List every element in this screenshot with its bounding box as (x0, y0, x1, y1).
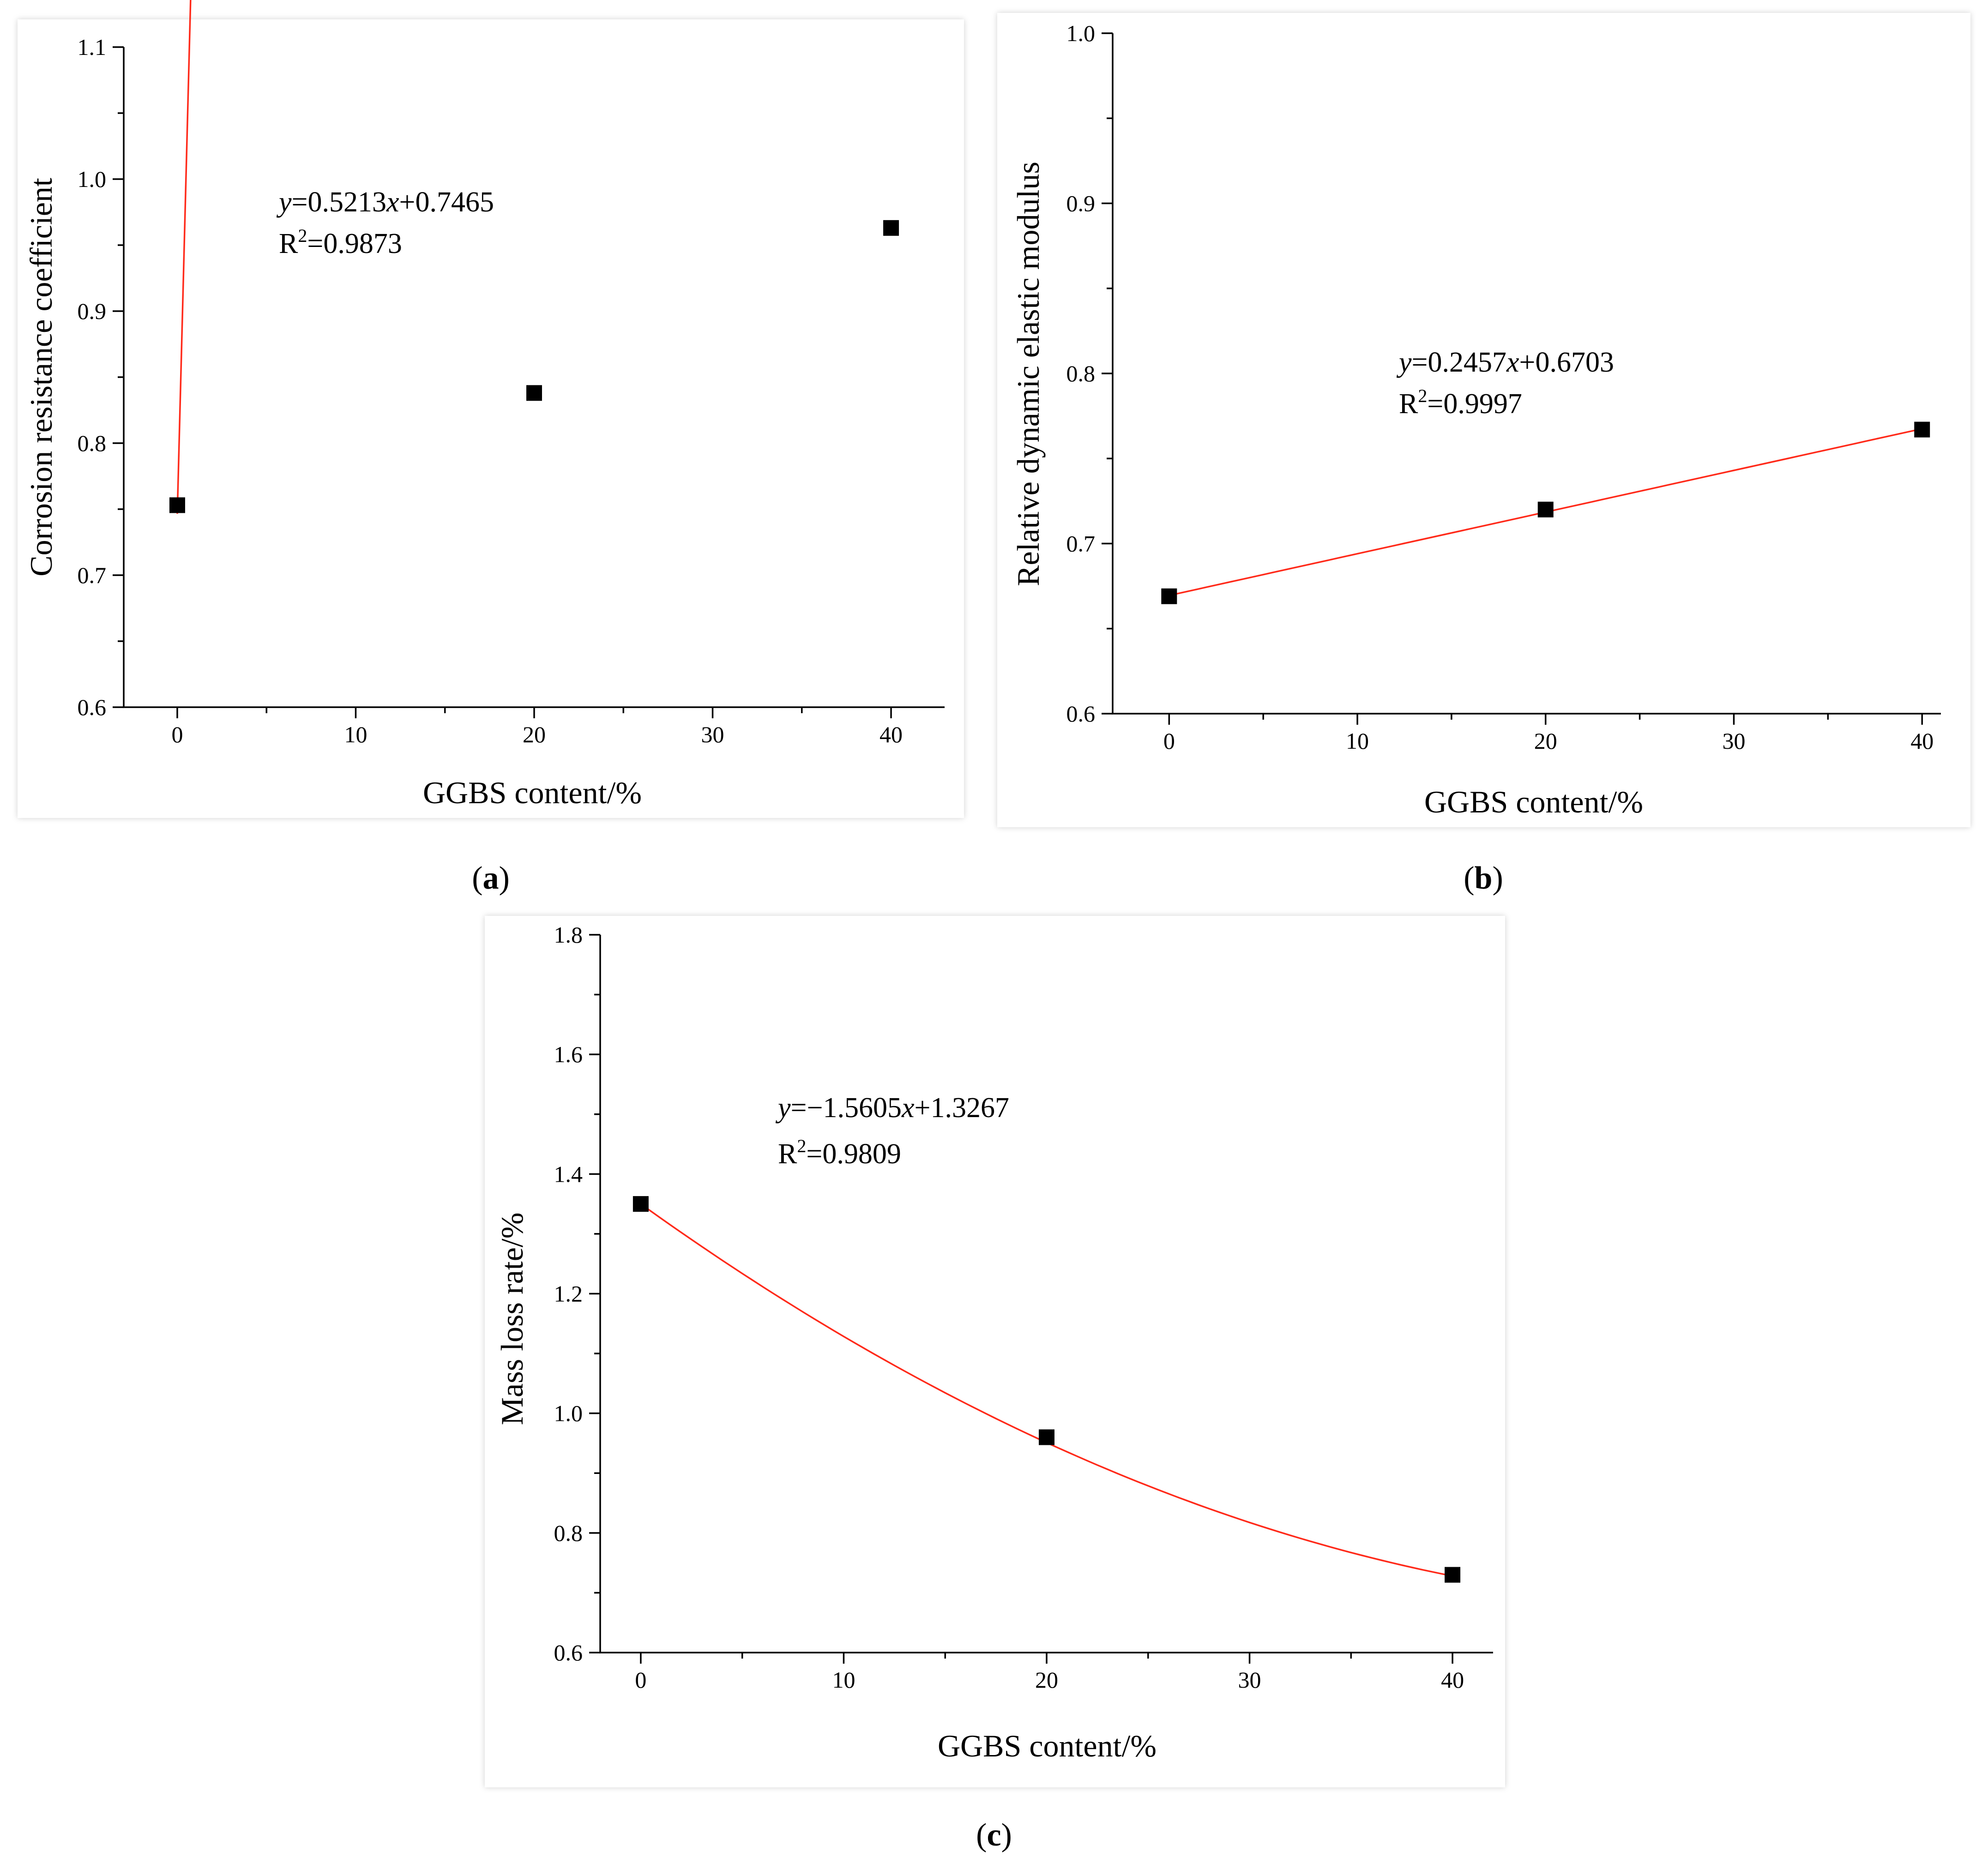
r-squared-c: R2=0.9809 (778, 1136, 901, 1170)
y-tick-label-b: 0.6 (1066, 701, 1096, 727)
x-tick-label-b: 30 (1723, 728, 1746, 754)
y-tick-label-b: 1.0 (1066, 20, 1096, 46)
x-tick-label-b: 40 (1910, 728, 1934, 754)
equation-c-x: x (901, 1092, 915, 1124)
data-point-c (1445, 1567, 1461, 1583)
x-tick-label-a: 40 (880, 722, 903, 747)
equation-c: y=−1.5605x+1.3267 (775, 1092, 1009, 1124)
panel-b-background (997, 13, 1970, 827)
data-point-a (169, 497, 185, 513)
ticks-b: 0 10 20 30 40 0.6 0.7 0.8 0.9 1.0 (1066, 20, 1934, 754)
equation-b-x: x (1506, 347, 1519, 378)
equation-b-slope: =0.2457 (1412, 347, 1506, 378)
equation-c-y: y (775, 1092, 791, 1124)
data-point-a (883, 220, 899, 236)
data-point-c (633, 1196, 649, 1212)
r-squared-c-sup: 2 (797, 1136, 806, 1156)
data-point-c (1039, 1429, 1054, 1445)
panel-a-background (18, 19, 964, 818)
caption-c-letter: c (987, 1817, 1001, 1853)
y-axis-title-c: Mass loss rate/% (494, 1213, 530, 1425)
equation-b-y: y (1396, 347, 1412, 378)
y-axis-title-a: Corrosion resistance coefficient (24, 178, 59, 577)
r-squared-b-r: R (1399, 388, 1418, 420)
equation-a: y=0.5213x+0.7465 (276, 186, 494, 218)
panel-c-background (485, 916, 1505, 1787)
data-point-b (1161, 588, 1177, 604)
x-tick-label-a: 20 (523, 722, 546, 747)
x-tick-label-c: 10 (832, 1667, 855, 1693)
y-tick-label-c: 1.4 (554, 1161, 583, 1187)
caption-b-letter: b (1475, 860, 1493, 896)
y-tick-label-a: 0.7 (78, 562, 107, 588)
x-tick-label-a: 10 (344, 722, 367, 747)
r-squared-b-value: =0.9997 (1427, 388, 1522, 420)
x-tick-label-c: 30 (1238, 1667, 1261, 1693)
caption-c: (c) (976, 1817, 1012, 1853)
y-tick-label-b: 0.8 (1066, 361, 1096, 386)
y-tick-label-a: 0.9 (78, 298, 107, 324)
x-axis-title-a: GGBS content/% (423, 775, 642, 810)
y-tick-label-b: 0.7 (1066, 531, 1096, 557)
y-tick-label-a: 0.6 (78, 694, 107, 720)
r-squared-a-sup: 2 (298, 225, 307, 246)
r-squared-c-value: =0.9809 (806, 1138, 901, 1170)
equation-a-x: x (386, 186, 399, 218)
r-squared-a-value: =0.9873 (307, 228, 402, 259)
equation-a-slope: =0.5213 (292, 186, 386, 218)
equation-c-intercept: +1.3267 (915, 1092, 1009, 1124)
y-tick-label-c: 0.8 (554, 1520, 583, 1546)
data-point-a (526, 385, 542, 401)
x-tick-label-b: 10 (1346, 728, 1369, 754)
x-axis-title-c: GGBS content/% (938, 1728, 1157, 1763)
y-tick-label-c: 1.0 (554, 1401, 583, 1426)
caption-a-letter: a (483, 860, 499, 896)
equation-b: y=0.2457x+0.6703 (1396, 347, 1614, 378)
y-tick-label-c: 1.2 (554, 1281, 583, 1307)
equation-a-y: y (276, 186, 292, 218)
x-tick-label-a: 30 (701, 722, 724, 747)
data-points-a (169, 220, 899, 513)
y-tick-label-a: 1.1 (78, 34, 107, 60)
y-tick-label-c: 0.6 (554, 1640, 583, 1666)
x-axis-title-b: GGBS content/% (1424, 784, 1643, 819)
chart-c: 0 10 20 30 40 0.6 0.8 1.0 1.2 1.4 1.6 1.8 GGBS cont… (485, 916, 1505, 1787)
equation-b-intercept: +0.6703 (1519, 347, 1614, 378)
y-tick-label-a: 0.8 (78, 430, 107, 456)
r-squared-c-r: R (778, 1138, 797, 1170)
ticks-a: 0 10 20 30 40 0.6 0.7 0.8 0.9 1.0 1.1 (78, 34, 903, 747)
y-tick-label-c: 1.6 (554, 1041, 583, 1067)
data-point-b (1537, 501, 1554, 517)
r-squared-a: R2=0.9873 (279, 225, 402, 259)
x-tick-label-a: 0 (171, 722, 183, 747)
data-point-b (1914, 421, 1930, 438)
caption-b: (b) (1464, 860, 1503, 896)
x-tick-label-b: 20 (1534, 728, 1557, 754)
y-tick-label-a: 1.0 (78, 166, 107, 192)
r-squared-b-sup: 2 (1418, 385, 1427, 406)
data-points-b (1161, 421, 1930, 604)
equation-a-intercept: +0.7465 (399, 186, 494, 218)
x-tick-label-c: 40 (1441, 1667, 1464, 1693)
y-tick-label-b: 0.9 (1066, 191, 1096, 216)
r-squared-b: R2=0.9997 (1399, 385, 1522, 420)
caption-a: (a) (472, 860, 510, 896)
x-tick-label-b: 0 (1163, 728, 1175, 754)
chart-a: 0 10 20 30 40 0.6 0.7 0.8 0.9 1.0 1.1 GGBS content… (18, 0, 964, 818)
chart-b: 0 10 20 30 400.60.70.80.91.0 GGBS content/% … (997, 13, 1970, 827)
y-axis-title-b: Relative dynamic elastic modulus (1011, 162, 1046, 586)
r-squared-a-r: R (279, 228, 298, 259)
y-tick-label-c: 1.8 (554, 922, 583, 948)
ticks-c: 0 10 20 30 40 0.6 0.8 1.0 1.2 1.4 1.6 1.8 (554, 922, 1464, 1693)
x-tick-label-c: 20 (1035, 1667, 1058, 1693)
data-points-c (633, 1196, 1461, 1583)
x-tick-label-c: 0 (635, 1667, 646, 1693)
equation-c-slope: =−1.5605 (791, 1092, 902, 1124)
